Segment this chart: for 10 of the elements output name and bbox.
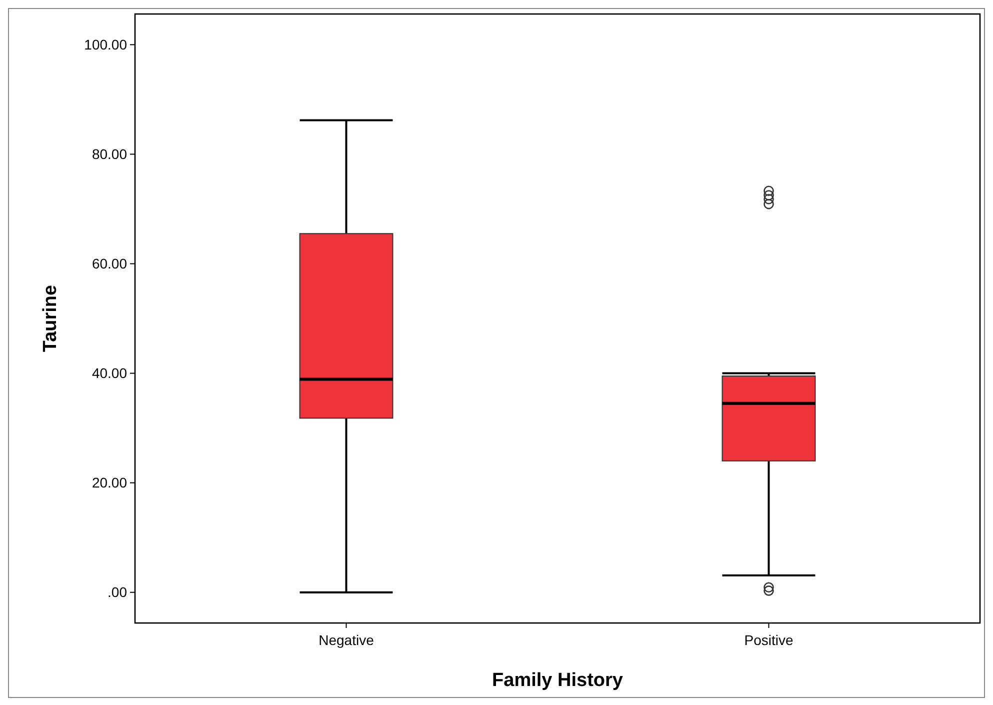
- x-tick-label: Positive: [744, 632, 794, 648]
- y-tick-label: 100.00: [84, 36, 128, 53]
- y-tick-label: 20.00: [92, 474, 128, 491]
- y-tick-label: .00: [108, 584, 128, 600]
- y-axis-title: Taurine: [40, 284, 61, 352]
- y-tick-label: 40.00: [92, 365, 128, 382]
- y-tick-label: 80.00: [92, 146, 128, 162]
- x-tick-label: Negative: [318, 632, 374, 648]
- y-tick-label: 60.00: [92, 256, 128, 272]
- x-axis-title: Family History: [492, 670, 624, 691]
